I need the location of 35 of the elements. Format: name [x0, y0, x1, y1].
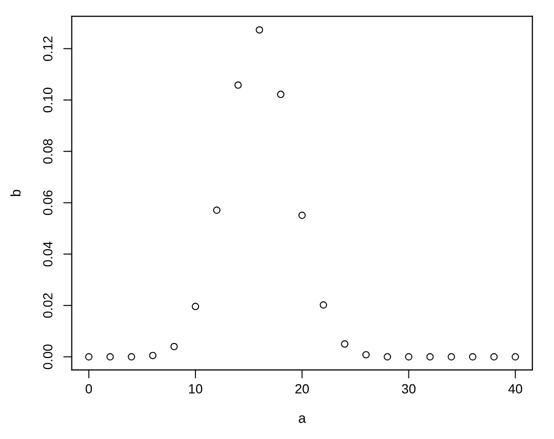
y-tick-label: 0.10 [43, 88, 52, 112]
point [192, 302, 200, 310]
y-tick-label: 0.06 [43, 190, 52, 216]
point [490, 353, 498, 360]
point [85, 353, 92, 360]
point [277, 90, 284, 98]
y-tick-label: 0.08 [43, 139, 52, 164]
y-tick-label: 0.00 [43, 344, 52, 370]
point [213, 206, 220, 214]
y-tick-label: 0.02 [43, 293, 52, 318]
point [128, 353, 136, 360]
point [426, 353, 434, 360]
point [448, 353, 456, 360]
y-tick-label: 0.12 [43, 36, 52, 61]
x-tick-label: 30 [402, 384, 416, 394]
point [298, 212, 306, 219]
y-axis-title: b [10, 190, 21, 196]
point [469, 353, 476, 360]
point [106, 353, 114, 360]
x-tick-label: 40 [508, 384, 522, 394]
point [512, 353, 520, 360]
point [149, 352, 156, 360]
x-tick-label: 20 [295, 384, 309, 394]
point [341, 340, 348, 348]
y-tick-label: 0.04 [43, 242, 52, 266]
x-tick-label: 0 [86, 384, 92, 394]
x-tick-label: 10 [189, 384, 202, 394]
point [320, 301, 328, 309]
point [234, 81, 242, 89]
point [256, 26, 264, 34]
point [405, 353, 412, 360]
point [362, 351, 370, 358]
x-axis-title: a [298, 415, 306, 423]
point [384, 353, 392, 360]
point [170, 342, 178, 350]
